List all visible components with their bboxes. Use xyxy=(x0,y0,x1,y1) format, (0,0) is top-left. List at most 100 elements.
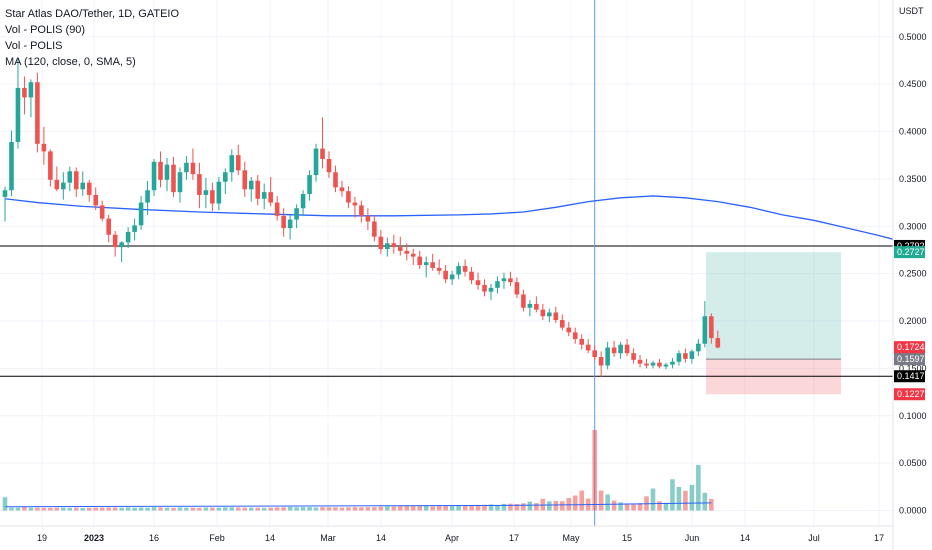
candle-body[interactable] xyxy=(372,221,377,237)
candle-body[interactable] xyxy=(229,155,235,173)
candle-body[interactable] xyxy=(287,219,293,229)
candle-body[interactable] xyxy=(99,205,105,219)
candle-body[interactable] xyxy=(631,353,636,360)
candle-body[interactable] xyxy=(2,190,8,197)
candle-body[interactable] xyxy=(663,364,669,367)
candle-body[interactable] xyxy=(430,262,435,268)
legend-volume-indicator[interactable]: Vol - POLIS (90) xyxy=(5,24,86,36)
candle-body[interactable] xyxy=(579,339,585,345)
candle-body[interactable] xyxy=(190,162,196,175)
candle-body[interactable] xyxy=(255,180,261,199)
candle-body[interactable] xyxy=(223,172,228,182)
candle-body[interactable] xyxy=(210,190,215,204)
candle-body[interactable] xyxy=(469,271,474,281)
candle-body[interactable] xyxy=(197,174,202,195)
candle-body[interactable] xyxy=(346,191,351,203)
candle-body[interactable] xyxy=(145,190,150,203)
candle-body[interactable] xyxy=(443,270,448,280)
candle-body[interactable] xyxy=(203,190,209,195)
price-level-tag[interactable] xyxy=(894,370,925,383)
legend-title[interactable]: Star Atlas DAO/Tether, 1D, GATEIO xyxy=(5,8,180,20)
candle-body[interactable] xyxy=(67,171,73,183)
candle-body[interactable] xyxy=(61,182,66,190)
candle-body[interactable] xyxy=(184,162,189,173)
candle-body[interactable] xyxy=(132,225,137,232)
candle-body[interactable] xyxy=(313,148,319,176)
candle-body[interactable] xyxy=(644,363,649,366)
candle-body[interactable] xyxy=(637,359,643,364)
candle-body[interactable] xyxy=(534,303,539,310)
price-level-tag[interactable] xyxy=(894,353,925,366)
position-target-zone[interactable] xyxy=(706,252,841,360)
candle-body[interactable] xyxy=(423,262,429,266)
candle-body[interactable] xyxy=(391,243,397,248)
candle-body[interactable] xyxy=(404,250,410,254)
candle-body[interactable] xyxy=(385,243,390,249)
candle-body[interactable] xyxy=(618,344,623,354)
candle-body[interactable] xyxy=(235,155,241,171)
candle-body[interactable] xyxy=(41,143,47,152)
candle-body[interactable] xyxy=(274,202,280,216)
candle-body[interactable] xyxy=(702,316,708,344)
price-level-tag[interactable] xyxy=(894,388,925,401)
candle-body[interactable] xyxy=(248,180,254,190)
candle-body[interactable] xyxy=(598,357,604,366)
candle-body[interactable] xyxy=(177,172,183,193)
candle-body[interactable] xyxy=(514,282,520,295)
candle-body[interactable] xyxy=(650,362,656,366)
moving-average-line[interactable] xyxy=(4,195,932,277)
candle-body[interactable] xyxy=(566,327,572,333)
candle-body[interactable] xyxy=(242,170,248,190)
candle-body[interactable] xyxy=(559,320,565,328)
candle-body[interactable] xyxy=(106,218,111,235)
candle-body[interactable] xyxy=(164,164,170,180)
candle-body[interactable] xyxy=(657,362,662,367)
candle-body[interactable] xyxy=(605,347,610,366)
candle-body[interactable] xyxy=(73,171,79,190)
candle-body[interactable] xyxy=(333,172,338,188)
candle-body[interactable] xyxy=(281,215,286,229)
candle-body[interactable] xyxy=(378,236,384,249)
candle-body[interactable] xyxy=(436,267,442,271)
candle-body[interactable] xyxy=(624,344,630,354)
candle-body[interactable] xyxy=(488,287,494,292)
candle-body[interactable] xyxy=(54,179,60,190)
candle-body[interactable] xyxy=(417,256,423,266)
candle-body[interactable] xyxy=(527,303,533,308)
candle-body[interactable] xyxy=(676,353,682,362)
candle-body[interactable] xyxy=(397,247,403,251)
candle-body[interactable] xyxy=(112,234,118,248)
candle-body[interactable] xyxy=(261,192,267,199)
legend-moving-average[interactable]: MA (120, close, 0, SMA, 5) xyxy=(5,56,136,68)
candle-body[interactable] xyxy=(158,161,163,180)
candle-body[interactable] xyxy=(352,202,358,206)
candle-body[interactable] xyxy=(125,231,131,243)
candle-body[interactable] xyxy=(300,194,306,209)
candle-body[interactable] xyxy=(307,175,312,195)
candle-body[interactable] xyxy=(320,148,325,159)
candle-body[interactable] xyxy=(268,192,273,203)
candle-body[interactable] xyxy=(15,87,21,142)
candle-body[interactable] xyxy=(709,316,714,339)
candle-body[interactable] xyxy=(365,215,371,222)
candle-body[interactable] xyxy=(521,294,526,308)
candle-body[interactable] xyxy=(715,338,721,348)
candle-body[interactable] xyxy=(294,208,299,220)
candle-body[interactable] xyxy=(151,161,157,191)
candle-body[interactable] xyxy=(80,182,86,190)
candle-body[interactable] xyxy=(696,343,701,352)
candle-body[interactable] xyxy=(9,141,14,191)
candle-body[interactable] xyxy=(339,187,345,192)
candle-body[interactable] xyxy=(462,266,468,272)
candle-body[interactable] xyxy=(689,351,695,359)
candle-body[interactable] xyxy=(683,353,688,359)
candle-body[interactable] xyxy=(592,350,597,358)
candle-body[interactable] xyxy=(410,253,416,257)
candle-body[interactable] xyxy=(48,151,53,180)
price-level-tag[interactable] xyxy=(894,246,925,259)
candle-body[interactable] xyxy=(585,344,591,351)
candle-body[interactable] xyxy=(611,347,617,354)
candle-body[interactable] xyxy=(508,278,513,283)
